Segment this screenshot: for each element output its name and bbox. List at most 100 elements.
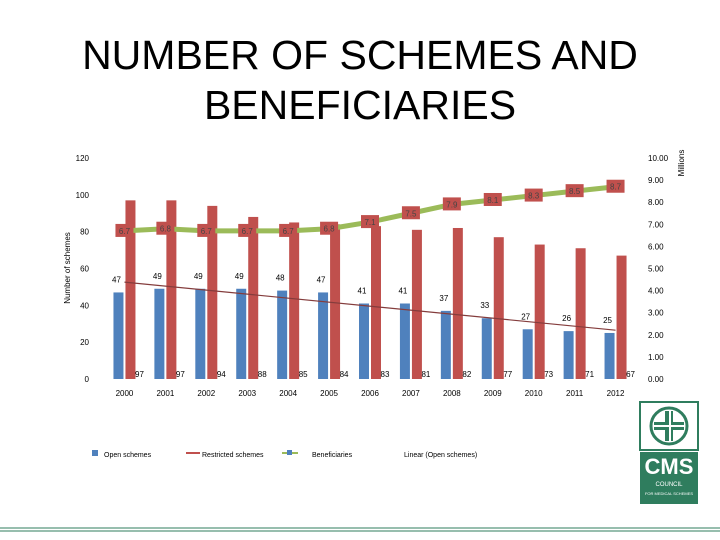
- label-beneficiaries: 8.1: [487, 196, 499, 205]
- y2-tick-label: 8.00: [648, 198, 664, 207]
- y-tick-label: 100: [76, 191, 90, 200]
- y-tick-label: 80: [80, 228, 89, 237]
- logo-sub1: COUNCIL: [655, 482, 683, 488]
- x-tick-label: 2001: [156, 389, 174, 398]
- label-beneficiaries: 6.7: [119, 227, 131, 236]
- bar-open: [481, 318, 492, 379]
- x-tick-label: 2000: [116, 389, 134, 398]
- x-tick-label: 2004: [279, 389, 297, 398]
- label-restricted: 77: [503, 370, 512, 379]
- y2-tick-label: 3.00: [648, 309, 664, 318]
- x-tick-label: 2002: [197, 389, 215, 398]
- bar-open: [154, 288, 165, 379]
- bar-restricted: [534, 244, 545, 379]
- label-beneficiaries: 8.5: [569, 187, 581, 196]
- label-restricted: 82: [462, 370, 471, 379]
- bottom-rule: [0, 520, 720, 532]
- legend-linear: Linear (Open schemes): [404, 452, 477, 459]
- label-beneficiaries: 8.3: [528, 192, 540, 201]
- label-open: 48: [276, 274, 285, 283]
- y2-tick-label: 0.00: [648, 375, 664, 384]
- marker-beneficiaries: [320, 221, 339, 235]
- page-title: NUMBER OF SCHEMES AND BENEFICIARIES: [82, 32, 638, 128]
- label-restricted: 83: [381, 370, 390, 379]
- marker-beneficiaries: [401, 206, 420, 220]
- label-open: 25: [603, 316, 612, 325]
- logo-name: CMS: [644, 454, 694, 479]
- y-tick-label: 0: [85, 375, 90, 384]
- label-open: 49: [194, 272, 203, 281]
- bar-restricted: [493, 237, 504, 379]
- bar-open: [604, 332, 615, 379]
- legend-marker-beneficiaries: [287, 450, 292, 455]
- y2-tick-label: 2.00: [648, 331, 664, 340]
- label-open: 47: [317, 275, 326, 284]
- legend-swatch-open: [92, 450, 98, 456]
- x-tick-label: 2005: [320, 389, 338, 398]
- label-restricted: 88: [258, 370, 267, 379]
- bar-open: [399, 303, 410, 379]
- label-open: 41: [358, 286, 367, 295]
- y-tick-label: 40: [80, 301, 89, 310]
- y2-axis-title: Millions: [677, 150, 686, 177]
- label-beneficiaries: 7.9: [446, 200, 458, 209]
- x-tick-label: 2009: [484, 389, 502, 398]
- label-beneficiaries: 6.8: [160, 225, 172, 234]
- label-restricted: 73: [544, 370, 553, 379]
- marker-beneficiaries: [483, 192, 502, 206]
- bar-restricted: [166, 200, 177, 379]
- y2-tick-label: 5.00: [648, 265, 664, 274]
- bar-open: [195, 288, 206, 379]
- bar-restricted: [125, 200, 136, 379]
- bar-open: [277, 290, 288, 379]
- label-restricted: 67: [626, 370, 635, 379]
- x-tick-label: 2010: [525, 389, 543, 398]
- bar-restricted: [207, 205, 218, 379]
- x-tick-label: 2007: [402, 389, 420, 398]
- y2-tick-label: 1.00: [648, 353, 664, 362]
- label-restricted: 97: [176, 370, 185, 379]
- marker-beneficiaries: [524, 188, 543, 202]
- label-beneficiaries: 8.7: [610, 183, 622, 192]
- y-axis-title: Number of schemes: [63, 232, 72, 304]
- marker-beneficiaries: [156, 221, 175, 235]
- label-restricted: 94: [217, 370, 226, 379]
- label-beneficiaries: 6.7: [201, 227, 213, 236]
- y-tick-label: 60: [80, 265, 89, 274]
- x-tick-label: 2003: [238, 389, 256, 398]
- bar-open: [359, 303, 369, 379]
- y2-tick-label: 6.00: [648, 242, 664, 251]
- y2-tick-label: 9.00: [648, 176, 664, 185]
- x-tick-label: 2006: [361, 389, 379, 398]
- label-beneficiaries: 7.5: [405, 209, 417, 218]
- bar-restricted: [330, 224, 341, 379]
- y2-tick-label: 4.00: [648, 287, 664, 296]
- x-tick-label: 2012: [607, 389, 625, 398]
- y-tick-label: 120: [76, 154, 90, 163]
- legend-beneficiaries: Beneficiaries: [312, 452, 353, 459]
- bar-open: [113, 292, 124, 379]
- cms-logo: CMS COUNCIL FOR MEDICAL SCHEMES: [636, 400, 702, 510]
- marker-beneficiaries: [115, 223, 134, 237]
- label-restricted: 81: [421, 370, 430, 379]
- label-beneficiaries: 6.7: [242, 227, 254, 236]
- label-beneficiaries: 7.1: [364, 218, 376, 227]
- marker-beneficiaries: [279, 223, 298, 237]
- trendline-open: [124, 281, 616, 331]
- label-open: 49: [235, 272, 244, 281]
- label-beneficiaries: 6.7: [283, 227, 295, 236]
- marker-beneficiaries: [565, 184, 584, 198]
- bar-open: [440, 310, 451, 379]
- label-open: 33: [480, 301, 489, 310]
- label-restricted: 71: [585, 370, 594, 379]
- bar-open: [563, 331, 574, 379]
- bar-restricted: [411, 229, 422, 379]
- bar-open: [318, 292, 329, 379]
- legend-open: Open schemes: [104, 452, 152, 459]
- y2-tick-label: 7.00: [648, 220, 664, 229]
- logo-sub2: FOR MEDICAL SCHEMES: [644, 491, 694, 496]
- bar-restricted: [452, 227, 463, 379]
- bar-open: [522, 329, 533, 379]
- bar-restricted: [248, 216, 259, 379]
